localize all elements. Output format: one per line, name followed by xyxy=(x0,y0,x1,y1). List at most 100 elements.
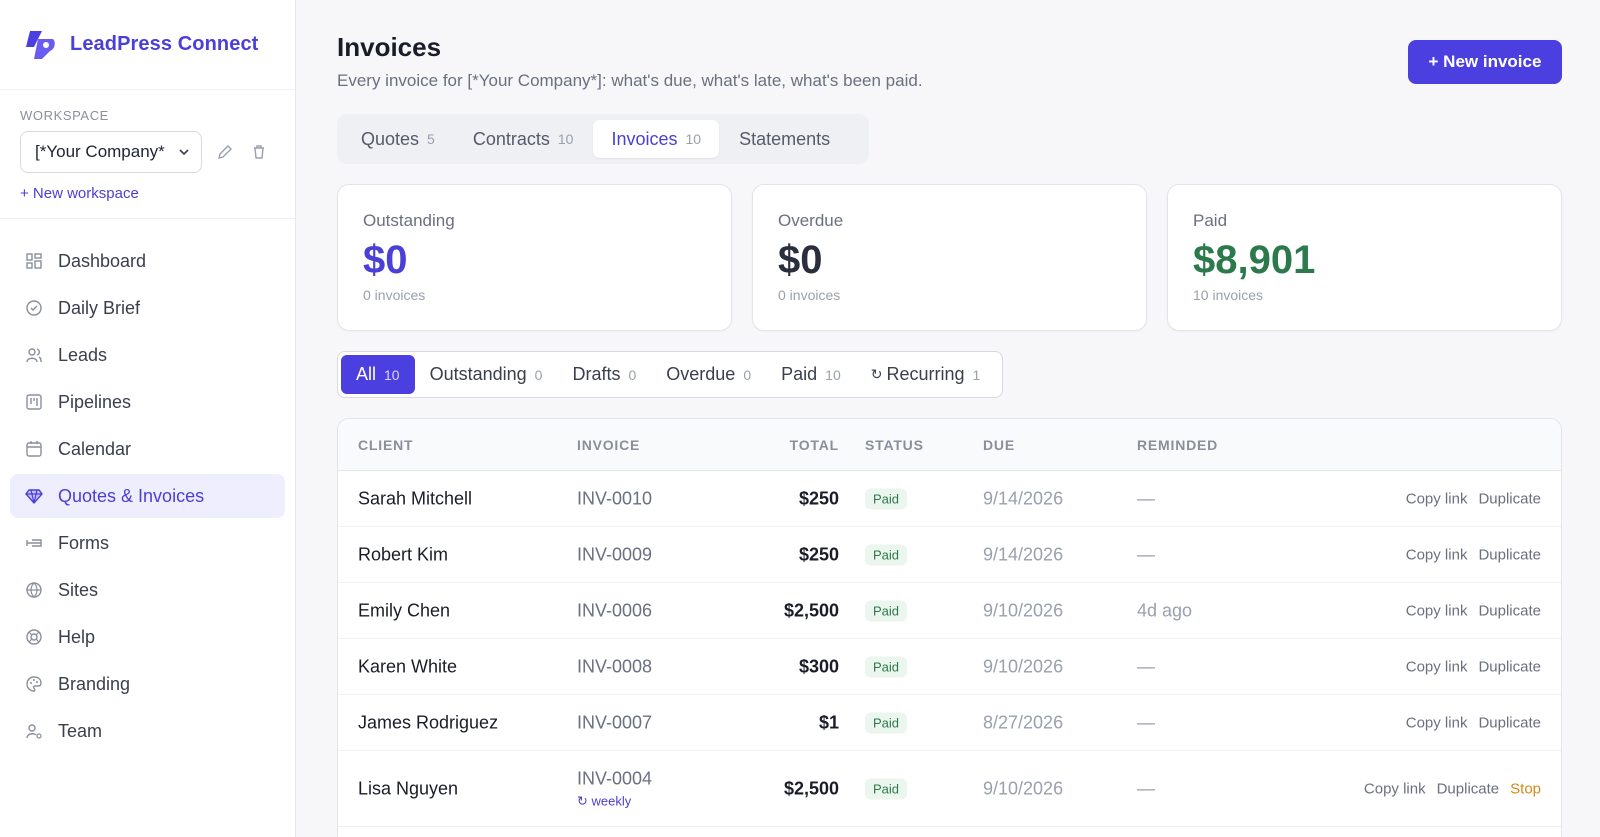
duplicate-button[interactable]: Duplicate xyxy=(1478,490,1541,507)
workspace-selected: [*Your Company* xyxy=(35,142,165,161)
status-badge: Paid xyxy=(865,488,908,509)
duplicate-button[interactable]: Duplicate xyxy=(1436,780,1500,797)
diamond-icon xyxy=(24,486,44,506)
brand[interactable]: LeadPress Connect xyxy=(0,0,295,90)
workspace-select[interactable]: [*Your Company* xyxy=(20,131,202,173)
copy-link-button[interactable]: Copy link xyxy=(1405,490,1468,507)
filter-recurring[interactable]: ↻ Recurring 1 xyxy=(856,355,996,394)
duplicate-button[interactable]: Duplicate xyxy=(1478,658,1541,675)
pencil-icon[interactable] xyxy=(214,141,236,163)
column-invoice[interactable]: INVOICE xyxy=(577,437,641,453)
sidebar-item-sites[interactable]: Sites xyxy=(10,568,285,612)
sidebar-item-help[interactable]: Help xyxy=(10,615,285,659)
column-client[interactable]: CLIENT xyxy=(358,437,414,453)
sidebar-item-pipelines[interactable]: Pipelines xyxy=(10,380,285,424)
filter-drafts[interactable]: Drafts 0 xyxy=(557,355,651,394)
sidebar-item-quotes-invoices[interactable]: Quotes & Invoices xyxy=(10,474,285,518)
sidebar-item-forms[interactable]: Forms xyxy=(10,521,285,565)
copy-link-button[interactable]: Copy link xyxy=(1405,714,1468,731)
status-badge: Paid xyxy=(865,778,908,799)
invoice-number[interactable]: INV-0007 xyxy=(577,712,653,732)
column-status[interactable]: STATUS xyxy=(865,437,924,453)
sidebar-item-label: Dashboard xyxy=(58,250,147,271)
filter-outstanding[interactable]: Outstanding 0 xyxy=(415,355,558,394)
new-workspace-link[interactable]: + New workspace xyxy=(20,185,139,202)
row-actions: Copy link Duplicate xyxy=(1395,602,1541,619)
copy-link-button[interactable]: Copy link xyxy=(1405,658,1468,675)
column-total[interactable]: TOTAL xyxy=(789,437,839,453)
table-header: CLIENT INVOICE TOTAL STATUS DUE REMINDED xyxy=(338,419,1561,471)
invoice-number[interactable]: INV-0008 xyxy=(577,656,653,676)
check-circle-icon xyxy=(24,298,44,318)
form-icon xyxy=(24,533,44,553)
duplicate-button[interactable]: Duplicate xyxy=(1478,602,1541,619)
filter-paid[interactable]: Paid 10 xyxy=(766,355,856,394)
stop-recurring-button[interactable]: Stop xyxy=(1510,780,1541,797)
table-row[interactable]: Lisa Nguyen INV-0004 ↻ weekly $2,500 Paid… xyxy=(338,751,1561,827)
invoice-number: INV-0004 xyxy=(577,768,653,788)
filter-overdue[interactable]: Overdue 0 xyxy=(651,355,766,394)
card-value: $8,901 xyxy=(1193,238,1316,282)
table-row[interactable]: Karen White INV-0008 $300 Paid 9/10/2026… xyxy=(338,639,1561,695)
sidebar-item-calendar[interactable]: Calendar xyxy=(10,427,285,471)
reminded-value: — xyxy=(1137,656,1155,676)
tab-count: 10 xyxy=(557,131,574,147)
due-date: 8/27/2026 xyxy=(983,712,1064,732)
summary-cards: Outstanding $0 0 invoices Overdue $0 0 i… xyxy=(337,184,1562,331)
page-subtitle: Every invoice for [*Your Company*]: what… xyxy=(337,71,923,90)
tab-contracts[interactable]: Contracts 10 xyxy=(455,120,592,158)
table-row[interactable]: James Rodriguez INV-0007 $1 Paid 8/27/20… xyxy=(338,695,1561,751)
tab-count: 5 xyxy=(427,131,435,147)
client-name: Karen White xyxy=(358,656,458,676)
sidebar-item-daily-brief[interactable]: Daily Brief xyxy=(10,286,285,330)
tab-invoices[interactable]: Invoices 10 xyxy=(593,120,720,158)
filter-count: 0 xyxy=(743,366,752,383)
column-reminded[interactable]: REMINDED xyxy=(1137,437,1219,453)
sidebar-item-label: Branding xyxy=(58,673,131,694)
client-name: James Rodriguez xyxy=(358,712,499,732)
table-row[interactable]: Sarah Mitchell INV-0010 $250 Paid 9/14/2… xyxy=(338,471,1561,527)
invoice-number[interactable]: INV-0006 xyxy=(577,600,653,620)
tab-quotes[interactable]: Quotes 5 xyxy=(343,120,453,158)
invoice-number[interactable]: INV-0009 xyxy=(577,544,653,564)
sidebar-item-team[interactable]: Team xyxy=(10,709,285,753)
table-row[interactable]: Robert Kim INV-0009 $250 Paid 9/14/2026 … xyxy=(338,527,1561,583)
card-label: Paid xyxy=(1193,211,1228,230)
card-sub: 10 invoices xyxy=(1193,287,1264,303)
filter-label: Recurring xyxy=(886,364,965,384)
client-name: Robert Kim xyxy=(358,544,449,564)
trash-icon[interactable] xyxy=(248,141,270,163)
card-value: $0 xyxy=(778,238,823,282)
duplicate-button[interactable]: Duplicate xyxy=(1478,546,1541,563)
sidebar-item-leads[interactable]: Leads xyxy=(10,333,285,377)
card-sub: 0 invoices xyxy=(363,287,426,303)
client-name: Lisa Nguyen xyxy=(358,778,459,798)
tab-label: Contracts xyxy=(472,128,550,149)
brand-name: LeadPress Connect xyxy=(70,33,259,55)
sidebar-item-dashboard[interactable]: Dashboard xyxy=(10,239,285,283)
tab-count: 10 xyxy=(685,131,702,147)
invoice-number[interactable]: INV-0010 xyxy=(577,488,653,508)
filter-count: 0 xyxy=(534,366,543,383)
leadpress-logo-icon xyxy=(26,30,55,59)
copy-link-button[interactable]: Copy link xyxy=(1405,546,1468,563)
recurring-badge: ↻ weekly xyxy=(577,793,632,808)
sidebar-nav: Dashboard Daily Brief Leads Pipelines Ca… xyxy=(0,219,295,753)
recurring-icon: ↻ xyxy=(870,366,883,382)
new-invoice-button[interactable]: + New invoice xyxy=(1408,40,1562,84)
duplicate-button[interactable]: Duplicate xyxy=(1478,714,1541,731)
column-due[interactable]: DUE xyxy=(983,437,1015,453)
invoice-total: $250 xyxy=(798,544,839,564)
sidebar-item-branding[interactable]: Branding xyxy=(10,662,285,706)
copy-link-button[interactable]: Copy link xyxy=(1363,780,1426,797)
copy-link-button[interactable]: Copy link xyxy=(1405,602,1468,619)
overdue-card: Overdue $0 0 invoices xyxy=(752,184,1147,331)
tab-statements[interactable]: Statements xyxy=(721,120,848,158)
filter-all[interactable]: All 10 xyxy=(341,355,415,394)
status-badge: Paid xyxy=(865,544,908,565)
invoice-total: $1 xyxy=(818,712,839,732)
table-row[interactable]: Emily Chen INV-0006 $2,500 Paid 9/10/202… xyxy=(338,583,1561,639)
invoice-number-cell[interactable]: INV-0004 ↻ weekly xyxy=(577,768,652,809)
filter-count: 0 xyxy=(628,366,637,383)
outstanding-card: Outstanding $0 0 invoices xyxy=(337,184,732,331)
